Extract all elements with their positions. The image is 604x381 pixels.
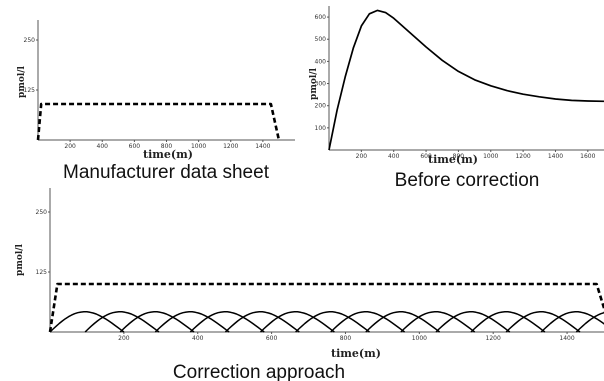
p3-pulse-3 (154, 311, 230, 333)
p3-x-tick-label: 400 (192, 335, 204, 342)
p3-y-tick-label: 125 (36, 269, 48, 276)
p1-x-label: time(m) (143, 148, 193, 161)
p1-x-tick-label: 1200 (223, 143, 238, 150)
p3-pulse-0 (49, 311, 125, 333)
p3-pulse-6 (259, 311, 335, 333)
p1-caption: Manufacturer data sheet (63, 162, 270, 183)
p3-x-ticks: 200 400 600 800 1000 1200 1400 (118, 332, 575, 342)
p1-x-tick-label: 1000 (191, 143, 206, 150)
panel-before: 200 400 600 800 1000 1200 1400 1600 100 200 300 40… (309, 6, 604, 191)
p3-pulse-10 (400, 311, 476, 333)
p2-y-tick-label: 500 (315, 36, 327, 43)
p3-y-ticks: 125 250 (36, 209, 50, 276)
p1-x-tick-label: 400 (97, 143, 109, 150)
p1-y-tick-label: 125 (24, 87, 36, 94)
p3-y-label: pmol/l (15, 243, 25, 276)
p2-x-tick-label: 600 (420, 153, 432, 160)
p1-y-label: pmol/l (17, 65, 27, 98)
p3-pulse-13 (505, 311, 581, 333)
p2-x-label: time(m) (428, 153, 478, 166)
p2-y-tick-label: 300 (315, 81, 327, 88)
p2-y-tick-label: 400 (315, 58, 327, 65)
p1-x-tick-label: 800 (161, 143, 173, 150)
panel-correction: 200 400 600 800 1000 1200 1400 125 250 pmol/l t… (15, 188, 604, 381)
p2-caption: Before correction (395, 170, 540, 191)
p2-x-tick-label: 1000 (483, 153, 498, 160)
p3-pulse-5 (224, 311, 300, 333)
p2-y-label: pmol/l (309, 67, 319, 100)
p2-y-tick-label: 200 (315, 103, 327, 110)
p3-y-tick-label: 250 (36, 209, 48, 216)
p3-x-tick-label: 1400 (559, 335, 574, 342)
p2-y-tick-label: 600 (315, 14, 327, 21)
p2-x-ticks: 200 400 600 800 1000 1200 1400 1600 (356, 150, 596, 160)
p3-pulse-2 (119, 311, 195, 333)
p3-pulse-15 (575, 311, 604, 333)
p2-x-tick-label: 1600 (580, 153, 595, 160)
p1-x-tick-label: 200 (64, 143, 76, 150)
p3-series (48, 282, 604, 333)
p2-x-tick-label: 400 (388, 153, 400, 160)
p1-series-line-0 (36, 102, 281, 141)
p3-pulse-9 (365, 311, 441, 333)
p3-pulse-4 (189, 311, 265, 333)
p3-pulse-8 (330, 311, 406, 333)
p3-pulse-12 (470, 311, 546, 333)
p1-series (36, 102, 281, 141)
p2-series-line-0 (328, 9, 604, 151)
p1-x-tick-label: 1400 (255, 143, 270, 150)
p2-x-tick-label: 800 (453, 153, 465, 160)
p2-series (328, 9, 604, 151)
p3-x-tick-label: 1000 (412, 335, 427, 342)
p3-pulse-11 (435, 311, 511, 333)
p3-x-tick-label: 600 (266, 335, 278, 342)
p1-x-ticks: 200 400 600 800 1000 1200 1400 (64, 140, 271, 150)
p2-y-ticks: 100 200 300 400 500 600 (315, 14, 329, 132)
p2-x-tick-label: 200 (356, 153, 368, 160)
p3-caption: Correction approach (173, 362, 345, 381)
p3-pulse-1 (84, 311, 160, 333)
p3-x-tick-label: 1200 (486, 335, 501, 342)
p2-x-tick-label: 1400 (548, 153, 563, 160)
p2-x-tick-label: 1200 (515, 153, 530, 160)
p3-x-label: time(m) (331, 347, 381, 360)
p2-y-tick-label: 100 (315, 125, 327, 132)
panel-manufacturer: 200 400 600 800 1000 1200 1400 125 250 pmol/l t… (17, 20, 295, 183)
p3-pulse-14 (540, 311, 604, 333)
p3-target-line (48, 282, 604, 333)
p1-y-tick-label: 250 (24, 37, 36, 44)
p3-x-tick-label: 200 (118, 335, 130, 342)
p1-x-tick-label: 600 (129, 143, 141, 150)
p3-x-tick-label: 800 (340, 335, 352, 342)
p1-y-ticks: 125 250 (24, 37, 38, 94)
p3-pulse-7 (295, 311, 370, 333)
